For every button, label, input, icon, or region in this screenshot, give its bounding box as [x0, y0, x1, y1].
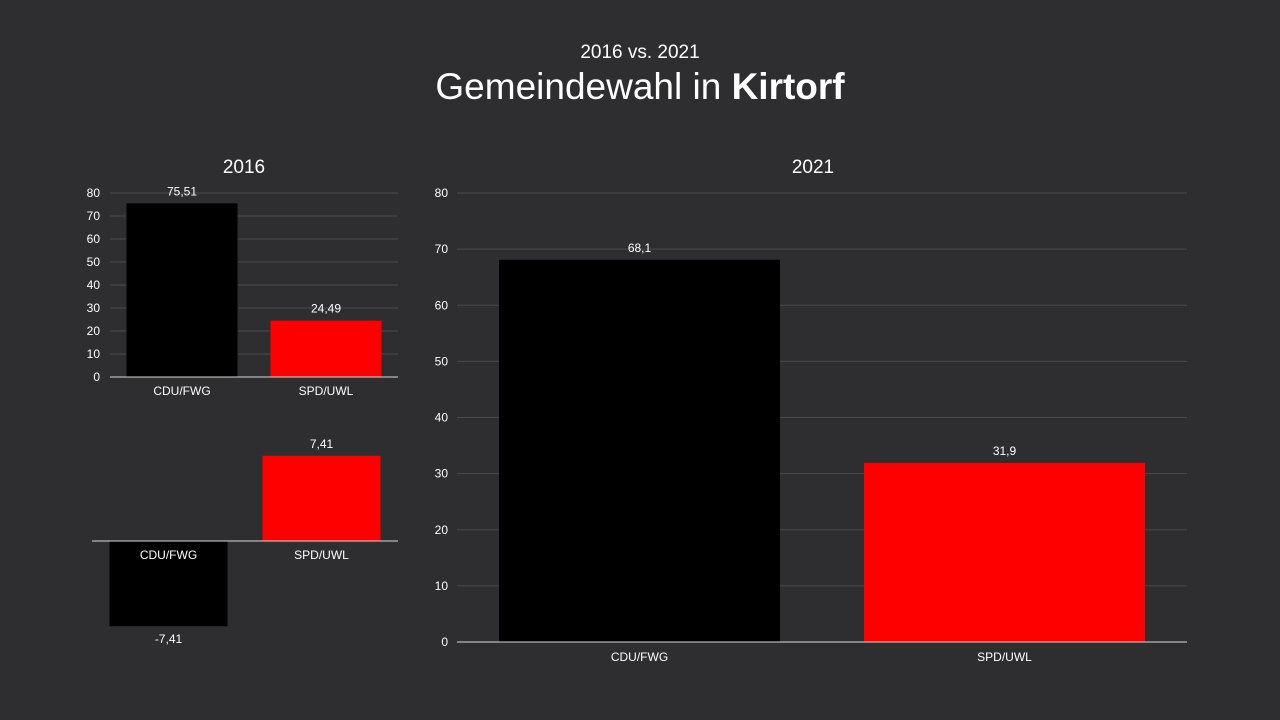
- y-tick-label: 30: [87, 301, 101, 315]
- data-label: 68,1: [628, 241, 652, 255]
- y-tick-label: 80: [435, 186, 449, 200]
- y-tick-label: 80: [87, 186, 101, 200]
- y-tick-label: 50: [87, 255, 101, 269]
- data-label: -7,41: [155, 632, 183, 646]
- data-label: 75,51: [167, 184, 197, 198]
- category-label: CDU/FWG: [153, 384, 210, 398]
- y-tick-label: 20: [87, 324, 101, 338]
- category-label: SPD/UWL: [977, 650, 1032, 664]
- y-tick-label: 0: [93, 370, 100, 384]
- y-tick-label: 20: [435, 523, 449, 537]
- bar-spd-uwl: [864, 462, 1145, 642]
- data-label: 24,49: [311, 302, 341, 316]
- y-tick-label: 40: [435, 411, 449, 425]
- slide-title: Gemeindewahl in Kirtorf: [0, 66, 1280, 108]
- y-tick-label: 60: [87, 232, 101, 246]
- bar-cdu-fwg: [499, 259, 780, 642]
- y-tick-label: 70: [87, 209, 101, 223]
- chart-title: 2021: [792, 157, 834, 178]
- category-label: CDU/FWG: [611, 650, 668, 664]
- y-tick-label: 10: [435, 579, 449, 593]
- y-tick-label: 70: [435, 242, 449, 256]
- bar-spd-uwl: [270, 320, 382, 377]
- title-prefix: Gemeindewahl in: [435, 66, 732, 107]
- y-tick-label: 40: [87, 278, 101, 292]
- diff-bar-spd-uwl: [262, 455, 381, 541]
- slide-subtitle: 2016 vs. 2021: [580, 42, 700, 63]
- data-label: 31,9: [993, 444, 1017, 458]
- bar-cdu-fwg: [126, 203, 238, 377]
- y-tick-label: 60: [435, 298, 449, 312]
- y-tick-label: 10: [87, 347, 101, 361]
- y-tick-label: 0: [441, 635, 448, 649]
- category-label: SPD/UWL: [294, 548, 349, 562]
- y-tick-label: 50: [435, 354, 449, 368]
- chart-title: 2016: [223, 157, 265, 178]
- category-label: SPD/UWL: [299, 384, 354, 398]
- diff-bar-cdu-fwg: [109, 541, 228, 627]
- data-label: 7,41: [310, 437, 334, 451]
- y-tick-label: 30: [435, 467, 449, 481]
- title-bold: Kirtorf: [731, 66, 845, 107]
- category-label: CDU/FWG: [140, 548, 197, 562]
